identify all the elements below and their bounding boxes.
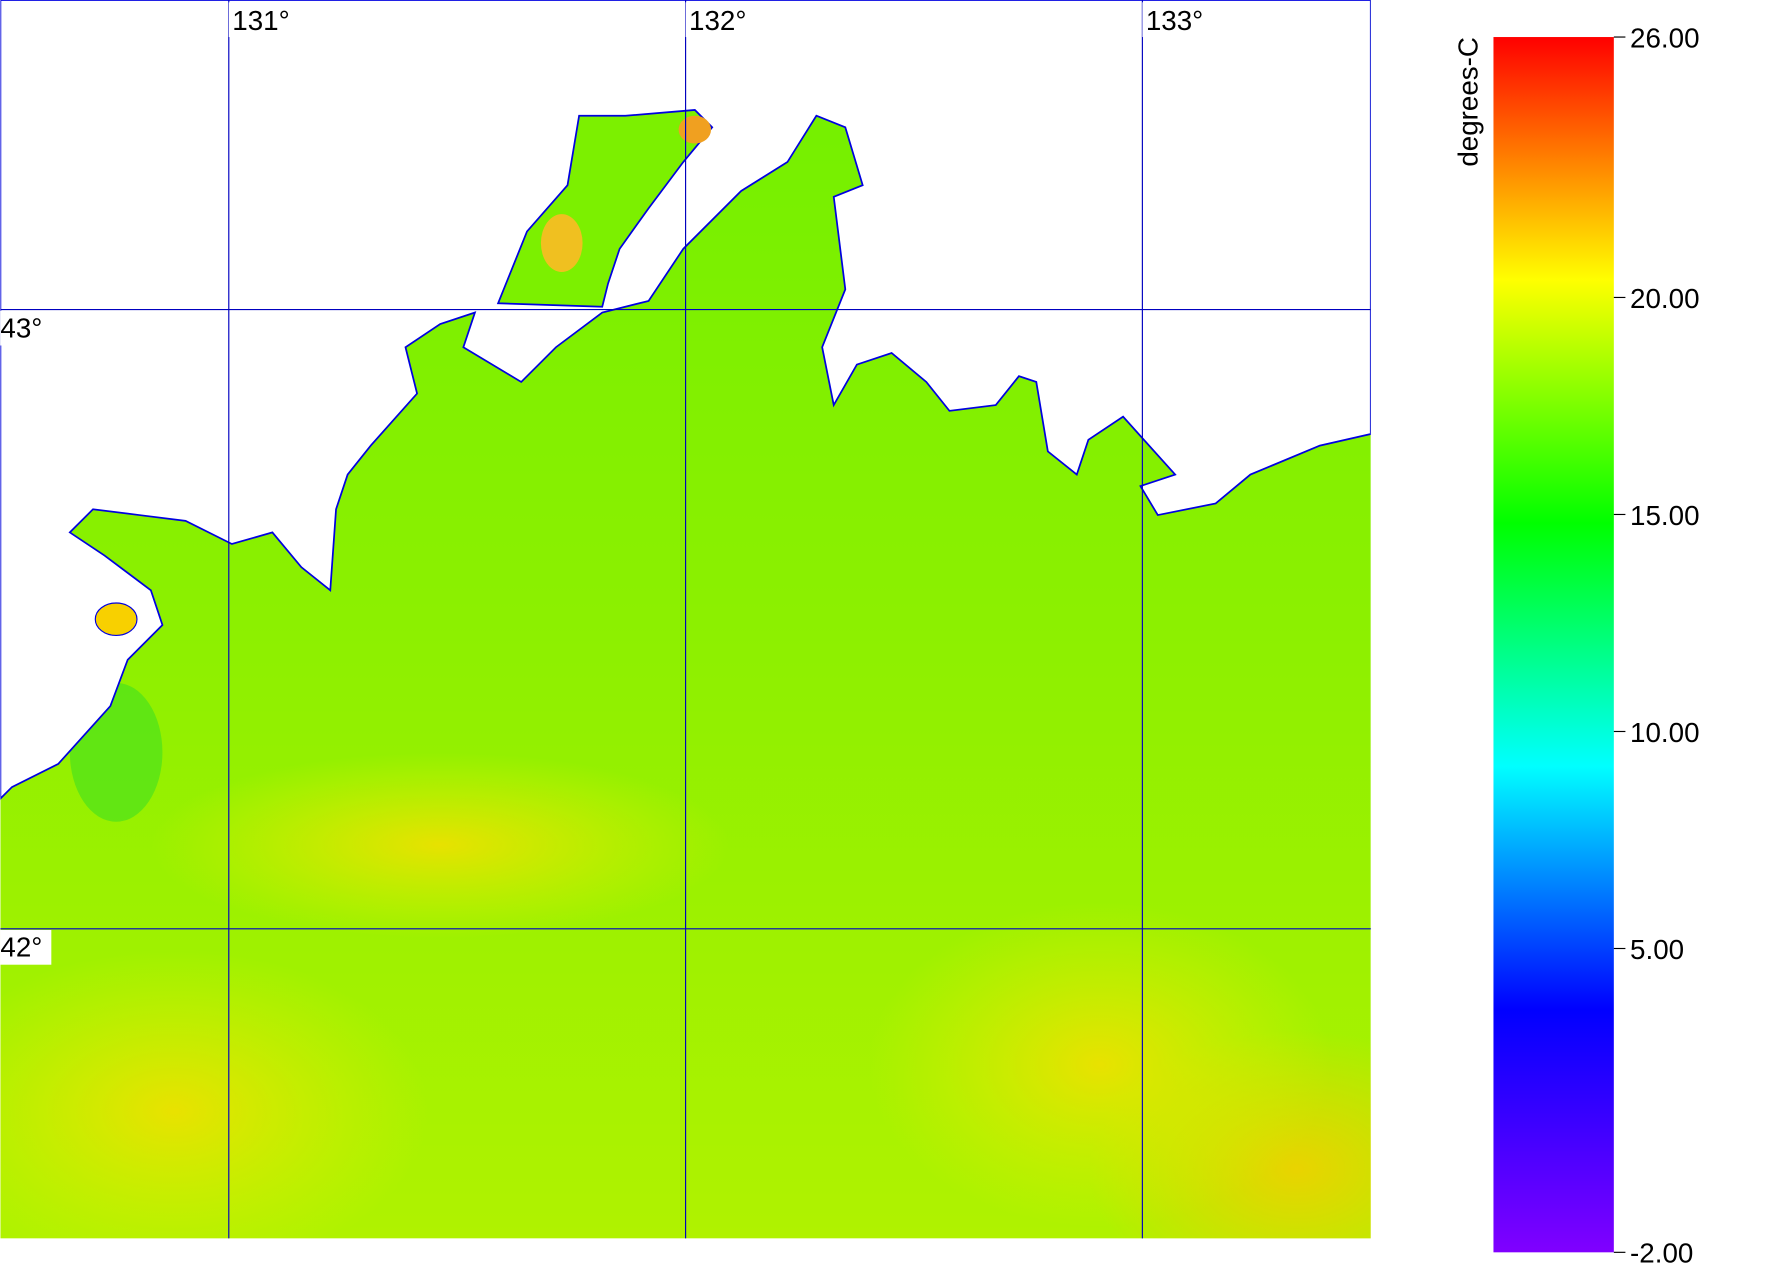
axes: 131° 132° 133° 42° 43° -2.00 5.00 10.00 15.00 20.… <box>0 0 1700 1269</box>
lon-label: 131° <box>232 5 289 36</box>
lat-label: 42° <box>0 932 42 963</box>
map-field <box>0 0 1371 1239</box>
colorbar-tick-label: -2.00 <box>1630 1238 1693 1269</box>
warm-patch <box>0 949 429 1239</box>
colorbar-tick-label: 15.00 <box>1630 500 1699 531</box>
label-background <box>685 2 758 38</box>
island <box>94 602 138 636</box>
colorbar-tick-label: 20.00 <box>1630 283 1699 314</box>
warm-patch <box>150 752 730 938</box>
colorbar-tick-label: 10.00 <box>1630 717 1699 748</box>
colorbar-title: degrees-C <box>1452 37 1483 167</box>
colorbar-tick-label: 26.00 <box>1630 22 1699 53</box>
lon-label: 132° <box>689 5 746 36</box>
land <box>0 0 1371 800</box>
label-background <box>1142 2 1215 38</box>
lon-label: 133° <box>1146 5 1203 36</box>
label-background <box>0 929 52 965</box>
lat-label: 43° <box>0 312 42 343</box>
label-background <box>0 310 52 346</box>
warm-patch <box>540 214 583 272</box>
colorbar <box>1493 37 1614 1253</box>
warm-patch <box>868 902 1332 1227</box>
colorbar-tick-label: 5.00 <box>1630 934 1684 965</box>
warm-patch <box>678 115 712 144</box>
label-background <box>228 2 301 38</box>
